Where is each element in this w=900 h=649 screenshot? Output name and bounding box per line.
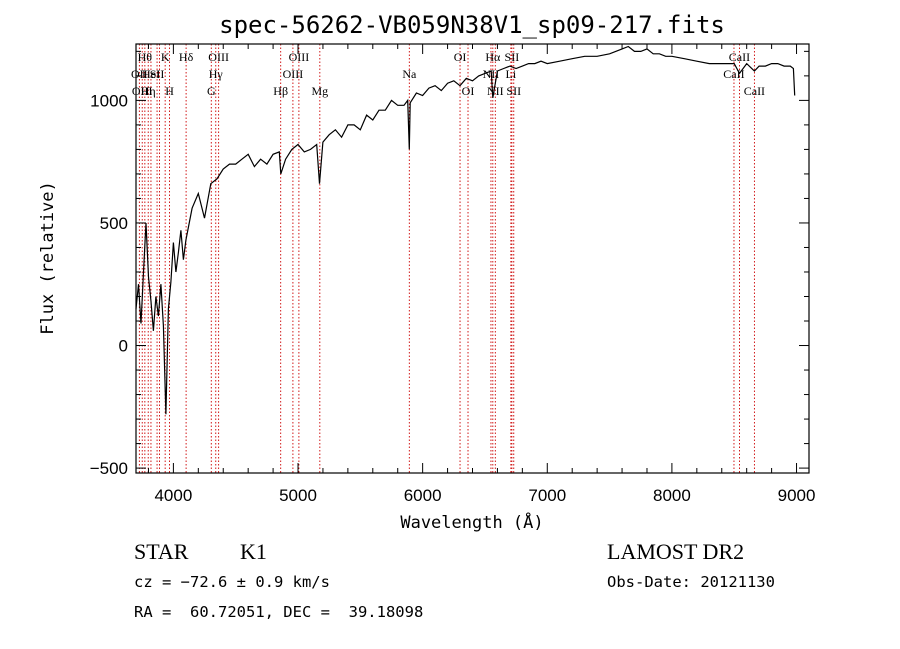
x-tick-label: 4000 bbox=[154, 486, 192, 505]
spectral-line-label: G bbox=[207, 84, 216, 98]
spectral-line-label: OI bbox=[454, 50, 467, 64]
spectral-line-label: Na bbox=[402, 67, 417, 81]
object-subclass: K1 bbox=[240, 539, 267, 564]
observation-date: Obs-Date: 20121130 bbox=[607, 573, 775, 591]
spectral-line-label: OIII bbox=[289, 50, 310, 64]
spectral-line-label: HeI bbox=[142, 67, 160, 81]
spectrum-series-line bbox=[135, 45, 796, 415]
spectral-line-labels: OIIOIIIHθHηHeISIIKHHδGHγOIIIHβOIIIOIIIMg… bbox=[131, 50, 765, 98]
y-axis-label: Flux (relative) bbox=[38, 181, 58, 335]
spectral-line-label: Mg bbox=[311, 84, 328, 98]
plot-frame bbox=[135, 43, 810, 474]
spectral-line-label: Li bbox=[506, 67, 517, 81]
spectral-line-label: CaII bbox=[729, 50, 750, 64]
spectral-line-label: OII bbox=[131, 67, 148, 81]
spectral-line-label: SII bbox=[506, 84, 521, 98]
spectral-line-label: H bbox=[165, 84, 174, 98]
y-tick-label: −500 bbox=[90, 459, 128, 478]
x-tick-label: 8000 bbox=[653, 486, 691, 505]
chart-title: spec-56262-VB059N38V1_sp09-217.fits bbox=[219, 11, 725, 39]
spectral-line-label: Hδ bbox=[179, 50, 194, 64]
redshift-cz: cz = −72.6 ± 0.9 km/s bbox=[134, 573, 330, 591]
spectral-line-label: OIII bbox=[132, 84, 153, 98]
spectral-line-label: OIII bbox=[283, 67, 304, 81]
coordinates: RA = 60.72051, DEC = 39.18098 bbox=[134, 603, 424, 621]
spectral-line-label: K bbox=[161, 50, 170, 64]
spectral-line-label: OIII bbox=[208, 50, 229, 64]
spectral-line-label: CaII bbox=[744, 84, 765, 98]
spectral-line-label: Hθ bbox=[138, 50, 153, 64]
y-tick-label: 500 bbox=[100, 214, 128, 233]
x-axis: 4000 5000 6000 7000 8000 9000 bbox=[147, 44, 816, 505]
spectral-line-label: SII bbox=[150, 67, 165, 81]
object-class: STAR bbox=[134, 539, 189, 564]
x-tick-label: 7000 bbox=[528, 486, 566, 505]
survey-name: LAMOST DR2 bbox=[607, 539, 745, 564]
spectral-line-label: SII bbox=[505, 50, 520, 64]
spectral-line-label: OI bbox=[462, 84, 475, 98]
spectral-line-label: Hβ bbox=[273, 84, 288, 98]
x-tick-label: 9000 bbox=[778, 486, 816, 505]
x-tick-label: 6000 bbox=[404, 486, 442, 505]
spectral-line-markers bbox=[138, 44, 755, 473]
spectral-line-label: Hγ bbox=[209, 67, 224, 81]
y-axis: −500 0 500 1000 bbox=[90, 50, 809, 478]
spectral-line-label: CaII bbox=[723, 67, 744, 81]
y-tick-label: 1000 bbox=[90, 91, 128, 110]
spectral-line-label: Hη bbox=[141, 84, 156, 98]
spectral-line-label: Hα bbox=[485, 50, 501, 64]
x-tick-label: 5000 bbox=[279, 486, 317, 505]
spectral-line-label: NII bbox=[487, 84, 504, 98]
x-axis-label: Wavelength (Å) bbox=[400, 511, 543, 533]
y-tick-label: 0 bbox=[119, 337, 128, 356]
